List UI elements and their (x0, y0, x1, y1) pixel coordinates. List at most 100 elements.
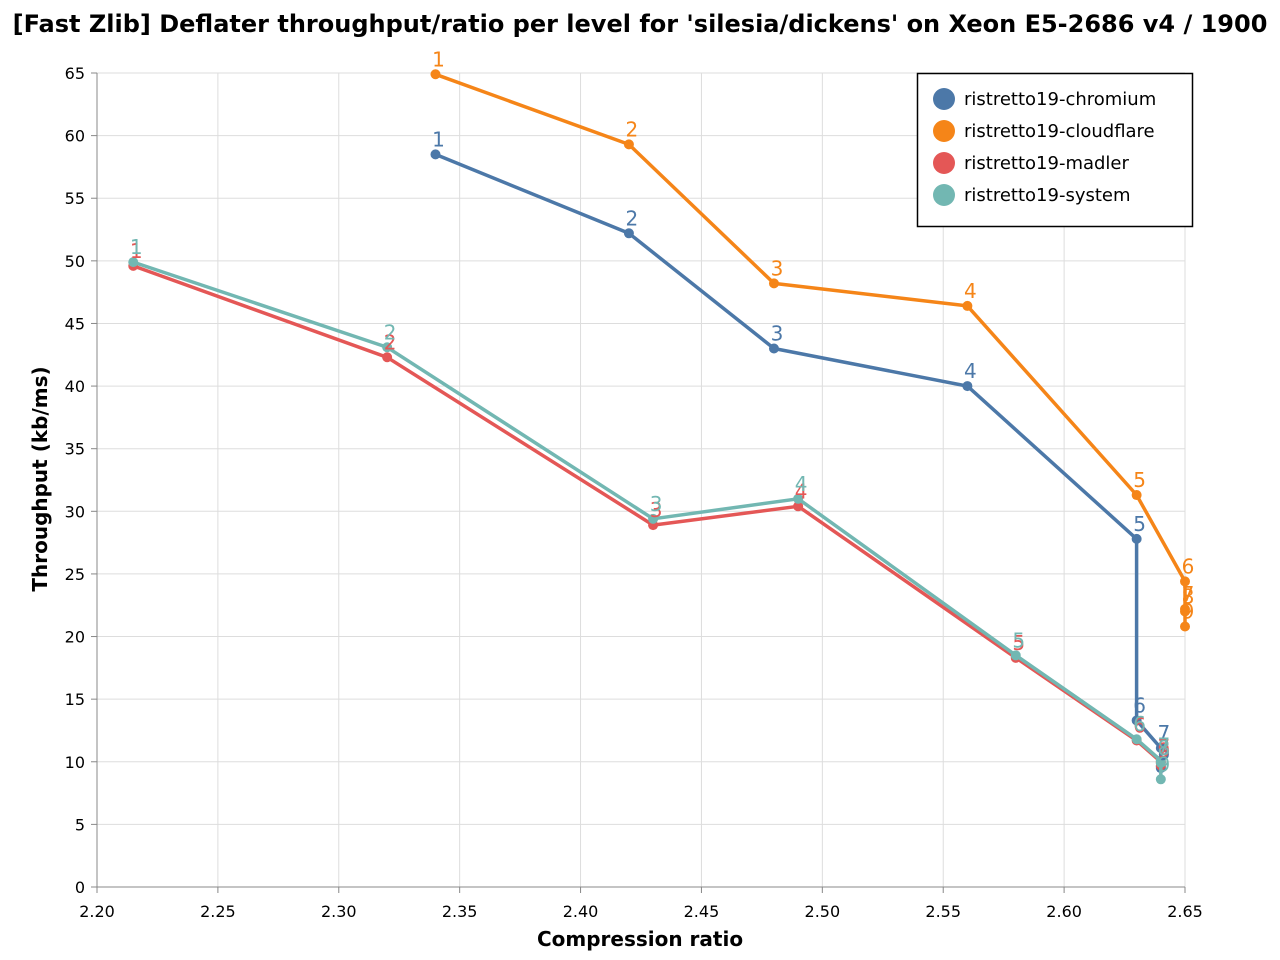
y-axis-title: Throughput (kb/ms) (28, 366, 52, 591)
x-axis-title: Compression ratio (537, 927, 743, 951)
data-point-label: 1 (432, 47, 445, 71)
data-point-label: 9 (1157, 739, 1170, 763)
x-tick-label: 2.35 (442, 902, 478, 921)
data-point-label: 5 (1133, 468, 1146, 492)
y-tick-label: 20 (65, 628, 85, 647)
y-tick-label: 10 (65, 753, 85, 772)
data-point-label: 7 (1157, 735, 1170, 759)
y-tick-label: 15 (65, 690, 85, 709)
legend-box (916, 72, 1194, 228)
data-point (962, 300, 973, 311)
data-point (1180, 576, 1190, 587)
data-point-label: 2 (384, 330, 397, 354)
data-point (648, 513, 659, 524)
data-point (1131, 490, 1142, 501)
data-point-label: 7 (1182, 582, 1195, 606)
data-point (768, 278, 779, 289)
legend-swatch-ristretto19-madler (933, 152, 955, 174)
data-point (793, 493, 804, 504)
legend: ristretto19-chromium ristretto19-cloudfla… (916, 72, 1194, 228)
data-point (382, 342, 393, 353)
data-point (623, 228, 634, 239)
data-point-label: 2 (384, 320, 397, 344)
data-point (128, 257, 139, 268)
y-tick-label: 40 (65, 377, 85, 396)
data-point (1155, 774, 1166, 785)
y-tick-label: 5 (75, 815, 85, 834)
legend-swatch-ristretto19-cloudflare (933, 120, 955, 142)
data-point-label: 4 (964, 279, 977, 303)
y-tick-label: 65 (65, 64, 85, 83)
data-point-label: 7 (1157, 734, 1170, 758)
x-tick-label: 2.30 (321, 902, 357, 921)
y-tick-label: 60 (65, 127, 85, 146)
y-tick-label: 50 (65, 252, 85, 271)
data-point-label: 3 (771, 256, 784, 280)
y-tick-label: 45 (65, 314, 85, 333)
data-point-label: 9 (1157, 741, 1170, 765)
data-point (768, 343, 779, 354)
data-point-label: 1 (130, 235, 143, 259)
data-point-label: 5 (1133, 512, 1146, 536)
x-tick-label: 2.20 (79, 902, 115, 921)
legend-swatch-ristretto19-system (933, 184, 955, 206)
y-tick-label: 35 (65, 440, 85, 459)
data-point (623, 139, 634, 150)
data-point-label: 6 (1133, 712, 1146, 736)
data-point-label: 8 (1157, 736, 1170, 760)
data-point (430, 149, 441, 160)
legend-swatch-ristretto19-chromium (933, 88, 955, 110)
data-point (382, 352, 393, 363)
chart-title: [Fast Zlib] Deflater throughput/ratio pe… (13, 10, 1268, 38)
data-point (1155, 758, 1166, 769)
legend-label: ristretto19-chromium (964, 89, 1156, 110)
x-tick-label: 2.50 (805, 902, 841, 921)
data-point-label: 5 (1012, 628, 1025, 652)
series-ristretto19-system (128, 257, 1166, 785)
data-point-label: 3 (771, 322, 784, 346)
data-point (1155, 742, 1166, 753)
data-point-label: 9 (1157, 752, 1170, 776)
data-point-label: 7 (1157, 721, 1170, 745)
data-point-label: 2 (626, 117, 639, 141)
x-tick-label: 2.55 (925, 902, 961, 921)
y-tick-label: 30 (65, 502, 85, 521)
data-point (1180, 606, 1190, 617)
data-point (430, 69, 441, 80)
data-point-label: 5 (1012, 631, 1025, 655)
x-tick-label: 2.25 (200, 902, 236, 921)
data-point (793, 501, 804, 512)
data-point-label: 8 (1157, 740, 1170, 764)
data-point (1180, 621, 1190, 632)
data-point-label: 4 (964, 359, 977, 383)
series-layer (128, 69, 1190, 785)
data-point-label: 4 (795, 479, 808, 503)
x-tick-label: 2.45 (684, 902, 720, 921)
data-point-label: 8 (1182, 584, 1195, 608)
x-tick-label: 2.60 (1046, 902, 1082, 921)
data-point-label: 4 (795, 472, 808, 496)
axes: 2.20 2.25 2.30 2.35 2.40 2.45 2.50 2.55 2.60 2.65… (65, 64, 1203, 921)
data-point (1010, 650, 1021, 661)
y-tick-label: 55 (65, 189, 85, 208)
y-tick-label: 25 (65, 565, 85, 584)
data-point-label: 9 (1182, 600, 1195, 624)
data-point (1131, 734, 1142, 745)
series-ristretto19-chromium (430, 149, 1166, 774)
data-point-label: 3 (650, 498, 663, 522)
data-point-label: 6 (1133, 713, 1146, 737)
data-point (1131, 715, 1142, 726)
data-point-label: 1 (130, 239, 143, 263)
data-point-label: 6 (1182, 554, 1195, 578)
data-point-label: 1 (432, 127, 445, 151)
data-point-label: 8 (1157, 736, 1170, 760)
data-point-label: 6 (1133, 693, 1146, 717)
data-point-label: 3 (650, 492, 663, 516)
legend-label: ristretto19-system (964, 185, 1131, 206)
data-point-label: 2 (626, 206, 639, 230)
legend-label: ristretto19-madler (964, 153, 1130, 174)
x-tick-label: 2.65 (1167, 902, 1203, 921)
data-point (962, 381, 973, 392)
